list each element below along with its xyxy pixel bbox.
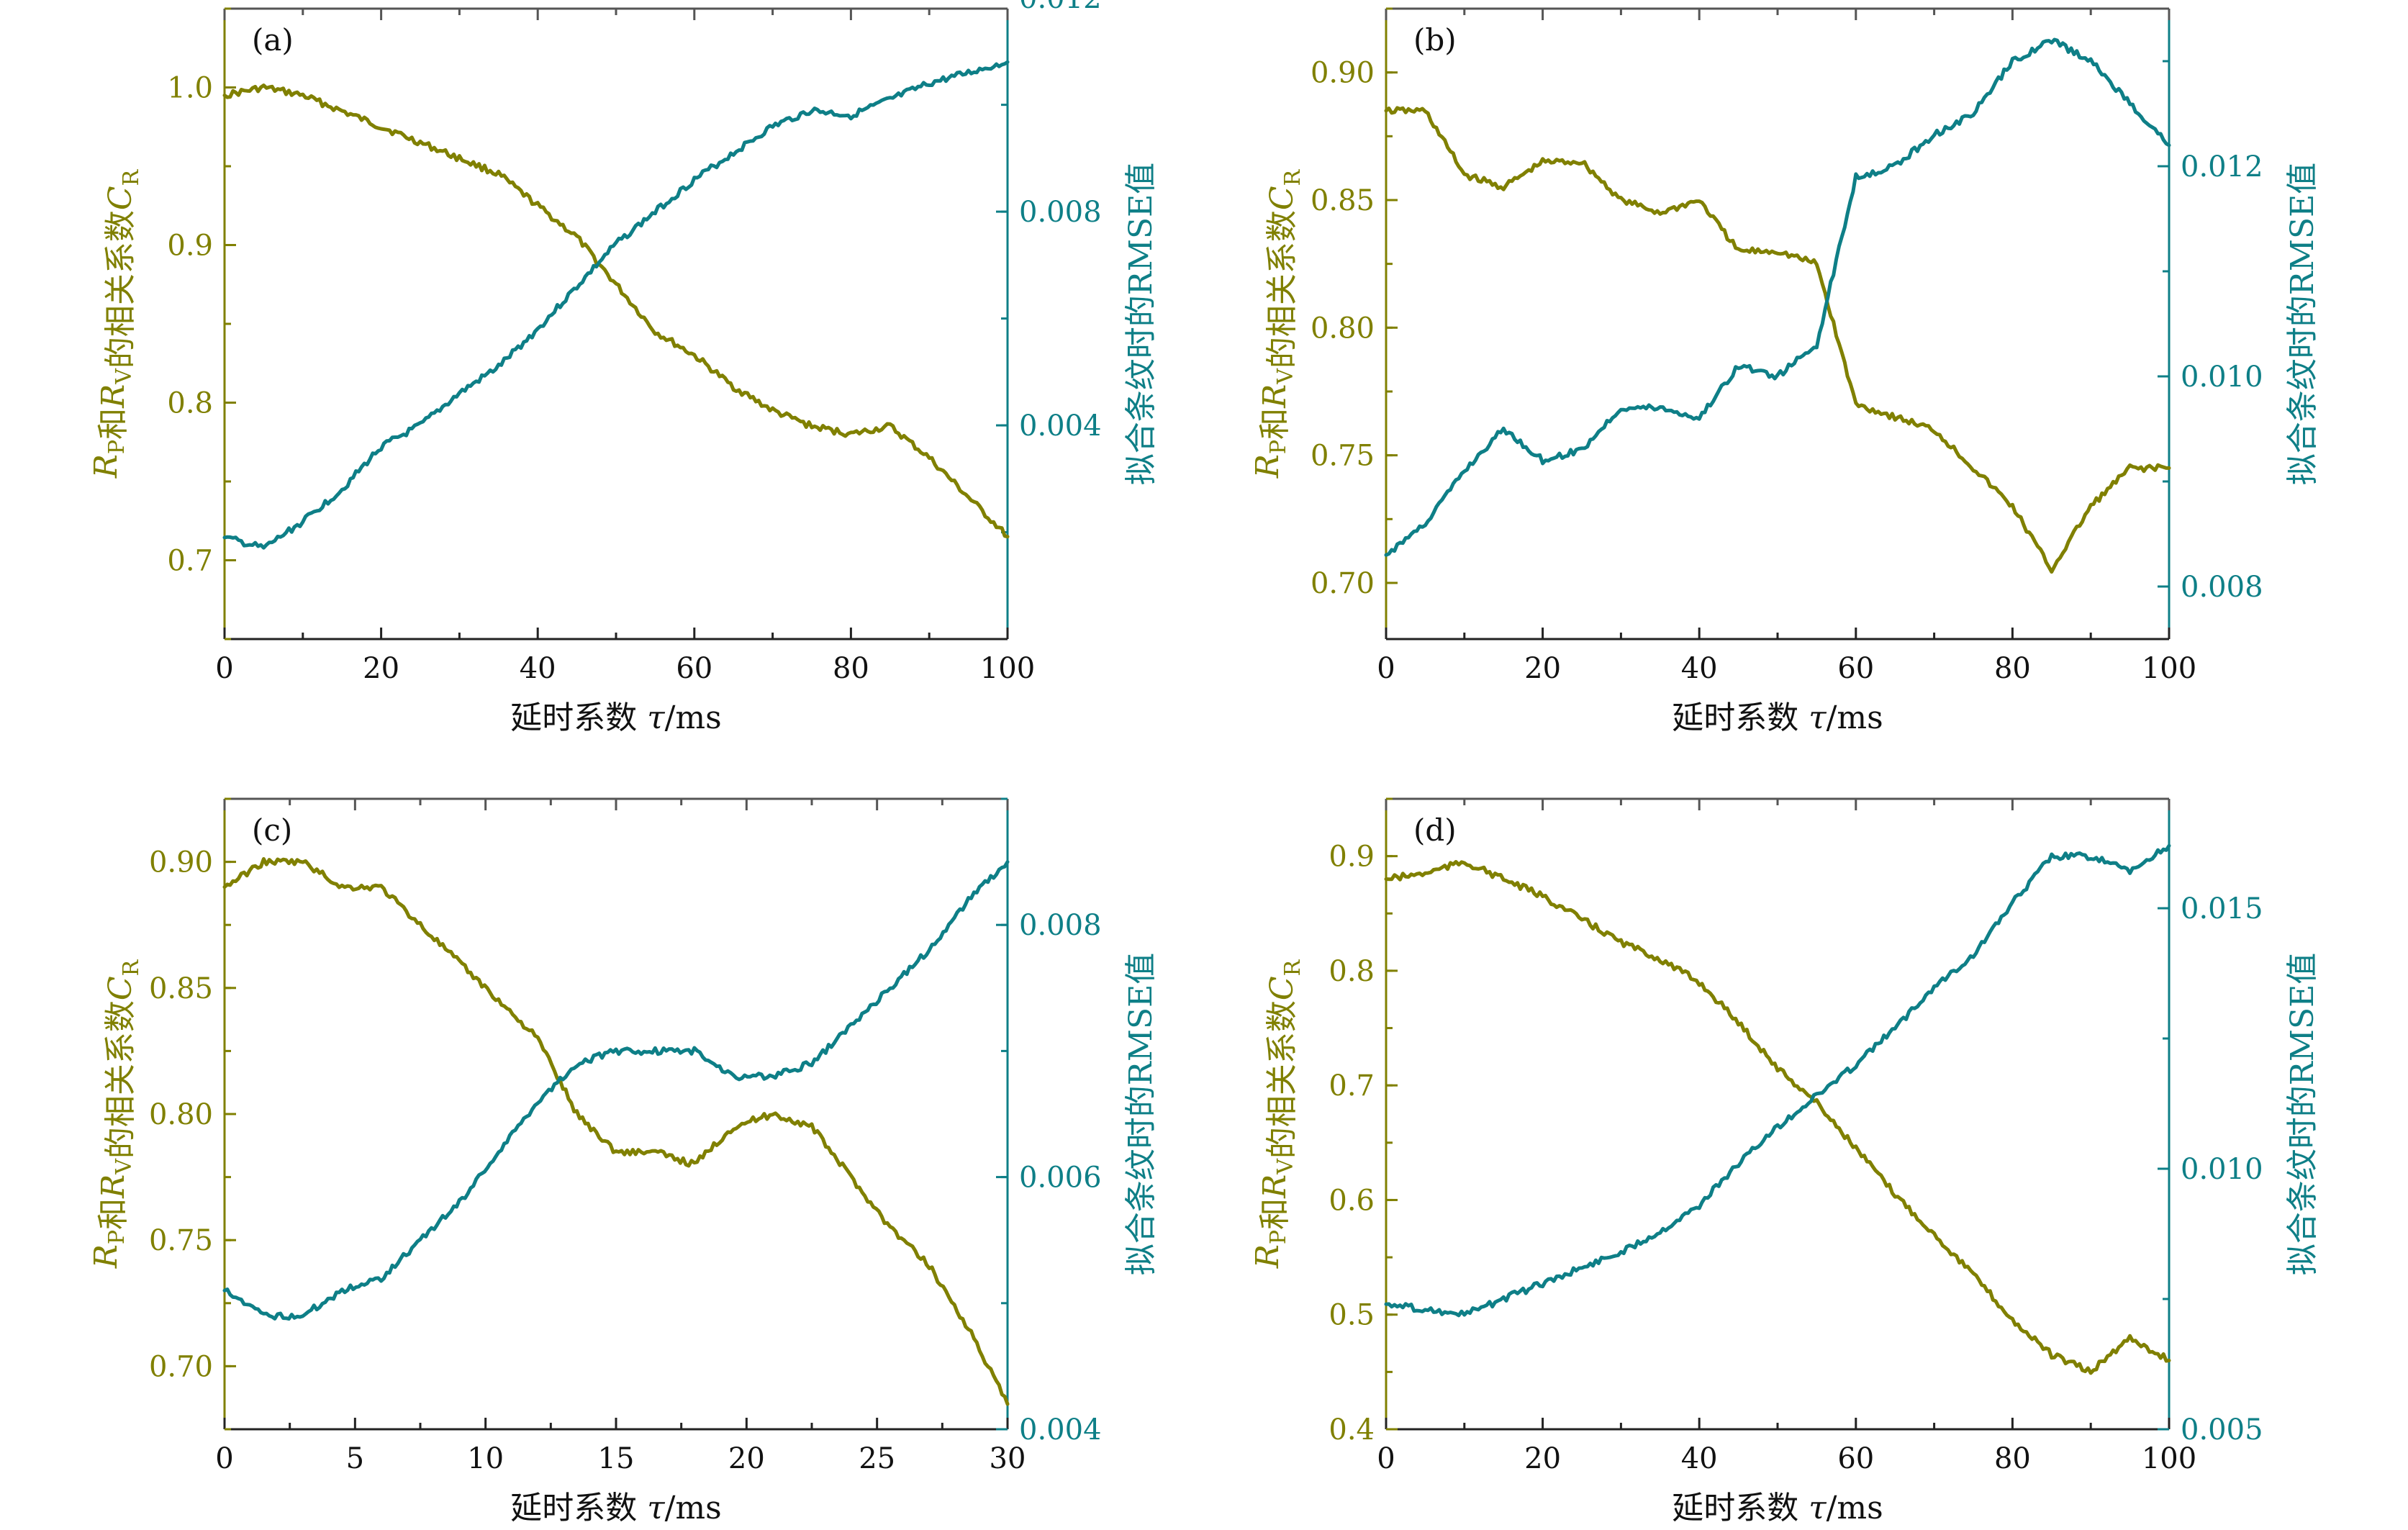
x-tick-label: 80: [833, 652, 869, 685]
left-y-tick-label: 0.7: [1329, 1069, 1375, 1103]
right-y-axis-title: 拟合条纹时的RMSE值: [1123, 163, 1159, 485]
left-y-tick-label: 0.75: [149, 1224, 213, 1257]
x-tick-label: 40: [520, 652, 556, 685]
right-y-tick-label: 0.004: [1019, 1413, 1102, 1447]
series-correlation-line: [1384, 106, 2171, 574]
x-tick-label: 0: [215, 652, 233, 685]
right-y-tick-label: 0.010: [2181, 361, 2263, 394]
x-tick-label: 20: [1524, 1442, 1561, 1475]
chart-panel-3: 0 5 10 15 20 25 30 0.70 0.75 0.80 0.85 0.90 0.004 0.0…: [88, 797, 1159, 1526]
x-tick-label: 5: [346, 1442, 364, 1475]
x-tick-label: 40: [1681, 1442, 1718, 1475]
x-tick-label: 0: [215, 1442, 233, 1475]
x-axis-title: 延时系数 τ/ms: [510, 1490, 721, 1526]
x-tick-label: 30: [990, 1442, 1026, 1475]
left-y-tick-label: 0.6: [1329, 1184, 1375, 1217]
x-tick-label: 60: [676, 652, 712, 685]
x-tick-label: 80: [1994, 652, 2031, 685]
right-y-tick-label: 0.004: [1019, 409, 1102, 443]
x-tick-label: 15: [598, 1442, 635, 1475]
left-y-tick-label: 0.7: [167, 545, 213, 578]
left-y-tick-label: 0.9: [167, 230, 213, 263]
x-tick-label: 20: [363, 652, 399, 685]
right-y-tick-label: 0.005: [2181, 1413, 2263, 1447]
left-y-tick-label: 0.4: [1329, 1413, 1375, 1447]
right-y-axis-title: 拟合条纹时的RMSE值: [1123, 953, 1159, 1275]
series-correlation-line: [222, 857, 1010, 1406]
series-correlation-line: [1384, 860, 2171, 1375]
left-y-tick-label: 0.70: [149, 1350, 213, 1383]
left-y-tick-label: 0.90: [149, 846, 213, 879]
series-correlation-line: [222, 83, 1010, 539]
x-tick-label: 60: [1837, 652, 1874, 685]
x-axis-title: 延时系数 τ/ms: [510, 700, 721, 736]
panel-label: (d): [1413, 812, 1457, 848]
x-tick-label: 80: [1994, 1442, 2031, 1475]
chart-panel-2: 0 20 40 60 80 100 0.70 0.75 0.80 0.85 0.90 0.008 0.0…: [1249, 7, 2321, 736]
x-tick-label: 25: [859, 1442, 895, 1475]
chart-panel-1: 0 20 40 60 80 100 0.7 0.8 0.9 1.0 0.004 0.008 0.012 (…: [88, 0, 1159, 736]
left-y-tick-label: 0.75: [1311, 440, 1375, 473]
left-y-tick-label: 0.85: [1311, 184, 1375, 217]
x-axis-title: 延时系数 τ/ms: [1672, 1490, 1883, 1526]
left-y-tick-label: 0.85: [149, 972, 213, 1005]
left-y-tick-label: 0.80: [1311, 312, 1375, 345]
chart-panel-4: 0 20 40 60 80 100 0.4 0.5 0.6 0.7 0.8 0.9 0.005 0.010…: [1249, 797, 2321, 1526]
x-tick-label: 10: [467, 1442, 504, 1475]
x-axis-title: 延时系数 τ/ms: [1672, 700, 1883, 736]
x-tick-label: 100: [980, 652, 1035, 685]
right-y-tick-label: 0.010: [2181, 1153, 2263, 1186]
left-y-tick-label: 0.90: [1311, 57, 1375, 90]
x-tick-label: 100: [2142, 1442, 2196, 1475]
x-tick-label: 0: [1377, 1442, 1395, 1475]
right-y-tick-label: 0.008: [2181, 571, 2263, 604]
left-y-axis-title: RP和RV的相关系数CR: [88, 959, 144, 1269]
x-tick-label: 20: [728, 1442, 765, 1475]
right-y-tick-label: 0.015: [2181, 892, 2263, 925]
left-y-axis-title: RP和RV的相关系数CR: [1249, 168, 1305, 479]
right-y-tick-label: 0.006: [1019, 1162, 1102, 1195]
series-rmse-line: [222, 860, 1010, 1321]
right-y-tick-label: 0.012: [2181, 150, 2263, 184]
left-y-tick-label: 0.8: [1329, 955, 1375, 988]
panel-label: (c): [252, 812, 292, 848]
panel-label: (a): [252, 22, 294, 58]
right-y-axis-title: 拟合条纹时的RMSE值: [2284, 953, 2321, 1275]
panel-label: (b): [1413, 22, 1457, 58]
x-tick-label: 20: [1524, 652, 1561, 685]
left-y-tick-label: 0.5: [1329, 1299, 1375, 1332]
right-y-axis-title: 拟合条纹时的RMSE值: [2284, 163, 2321, 485]
left-y-tick-label: 0.8: [167, 387, 213, 420]
series-rmse-line: [1384, 37, 2171, 557]
x-tick-label: 60: [1837, 1442, 1874, 1475]
left-y-tick-label: 0.9: [1329, 841, 1375, 874]
series-rmse-line: [1384, 843, 2171, 1318]
series-rmse-line: [222, 60, 1010, 550]
left-y-tick-label: 1.0: [167, 72, 213, 105]
left-y-tick-label: 0.80: [149, 1098, 213, 1131]
x-tick-label: 100: [2142, 652, 2196, 685]
left-y-tick-label: 0.70: [1311, 567, 1375, 600]
right-y-tick-label: 0.008: [1019, 909, 1102, 942]
left-y-axis-title: RP和RV的相关系数CR: [88, 168, 144, 479]
right-y-tick-label: 0.008: [1019, 196, 1102, 229]
x-tick-label: 0: [1377, 652, 1395, 685]
left-y-axis-title: RP和RV的相关系数CR: [1249, 959, 1305, 1269]
right-y-tick-label: 0.012: [1019, 0, 1102, 15]
x-tick-label: 40: [1681, 652, 1718, 685]
